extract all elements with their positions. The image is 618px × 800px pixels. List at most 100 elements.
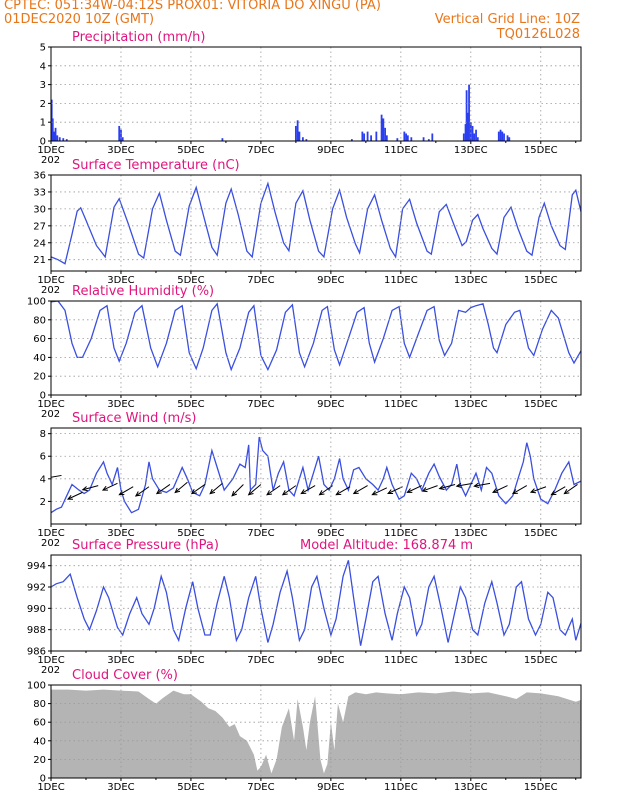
x-tick-label: 11DEC — [384, 782, 418, 793]
panel-title: Relative Humidity (%) — [72, 284, 214, 299]
x-tick-label: 15DEC — [524, 782, 558, 793]
wind-vector — [319, 485, 333, 496]
precip-bar — [406, 135, 409, 141]
panel-frame — [50, 684, 582, 779]
x-tick-label: 1DEC — [37, 655, 64, 666]
y-tick-label: 20 — [33, 372, 46, 383]
wind-vector — [492, 485, 508, 493]
precip-bar — [380, 114, 383, 141]
wind-vector — [372, 487, 388, 496]
x-tick-label: 13DEC — [454, 782, 488, 793]
x-tick-label: 3DEC — [107, 782, 134, 793]
wind-vector-head — [335, 490, 342, 496]
wind-vector-head — [266, 490, 273, 496]
series-line — [51, 560, 581, 646]
x-tick-label: 7DEC — [247, 782, 274, 793]
x-tick-label: 7DEC — [247, 528, 274, 539]
x-tick-label: 15DEC — [524, 655, 558, 666]
x-tick-label: 15DEC — [524, 275, 558, 286]
x-tick-label: 11DEC — [384, 275, 418, 286]
wind-vector-head — [406, 488, 413, 493]
precip-bar — [301, 137, 304, 141]
wind-vector-head — [209, 488, 216, 495]
precip-bar — [54, 127, 57, 141]
wind-vector-head — [231, 490, 237, 497]
x-tick-label: 3DEC — [107, 275, 134, 286]
wind-vector — [422, 485, 438, 492]
precip-bar — [120, 129, 122, 141]
precip-bar — [476, 137, 479, 141]
wind-vector-head — [101, 485, 108, 491]
x-tick-label: 15DEC — [524, 528, 558, 539]
panel-1: 0 1 2 3 4 5 1DEC 3DEC 5DEC 7DEC 9DEC 11DEC 13DEC 15DE… — [37, 30, 582, 166]
x-tick-label: 9DEC — [317, 782, 344, 793]
wind-vector-head — [66, 494, 73, 500]
panel-3: 0 20 40 60 80 100 1DEC 3DEC 5DEC 7DEC 9DEC 11DEC 13D… — [27, 284, 582, 420]
y-tick-label: 36 — [33, 171, 46, 182]
wind-vector-head — [134, 491, 141, 497]
wind-vector-head — [529, 488, 537, 494]
y-tick-label: 8 — [40, 429, 46, 440]
y-tick-label: 30 — [33, 204, 46, 215]
panel-5: 986 988 990 992 994 1DEC 3DEC 5DEC 7DEC 9DEC 11DEC… — [27, 538, 582, 676]
precip-bar — [464, 124, 467, 141]
panel-frame — [50, 46, 582, 142]
wind-vector-head — [455, 482, 462, 488]
x-tick-label: 5DEC — [177, 399, 204, 410]
precip-bar — [298, 131, 301, 141]
precip-bar — [506, 135, 509, 141]
precip-bar — [467, 112, 469, 141]
wind-vector — [82, 485, 99, 491]
y-tick-label: 24 — [33, 238, 46, 249]
wind-vector — [551, 486, 566, 496]
x-year-label: 202 — [41, 665, 60, 676]
precip-bar — [294, 125, 297, 141]
wind-vector-head — [247, 489, 254, 496]
x-tick-label: 3DEC — [107, 145, 134, 156]
wind-vector-head — [190, 489, 197, 495]
wind-vector — [512, 485, 528, 495]
x-tick-label: 15DEC — [524, 145, 558, 156]
x-tick-label: 1DEC — [37, 782, 64, 793]
wind-vector — [266, 485, 281, 496]
wind-vector-head — [550, 490, 557, 496]
y-tick-label: 0 — [40, 391, 46, 402]
precip-bar — [65, 139, 68, 141]
y-tick-label: 986 — [27, 647, 46, 658]
wind-vector-head — [281, 490, 288, 496]
panel-2: 21 24 27 30 33 36 1DEC 3DEC 5DEC 7DEC 9DEC 11DEC 13D… — [33, 158, 582, 296]
panel-frame — [50, 174, 582, 272]
wind-vector — [336, 486, 351, 496]
x-tick-label: 5DEC — [177, 782, 204, 793]
precip-bar — [462, 133, 465, 141]
precip-bar — [370, 135, 372, 141]
x-tick-label: 9DEC — [317, 655, 344, 666]
y-tick-label: 990 — [27, 604, 46, 615]
y-tick-label: 20 — [33, 755, 46, 766]
header-grid-note: Vertical Grid Line: 10Z — [434, 12, 580, 27]
x-year-label: 202 — [41, 285, 60, 296]
precip-bar — [384, 127, 386, 141]
x-tick-label: 11DEC — [384, 655, 418, 666]
y-tick-label: 994 — [27, 561, 46, 572]
x-tick-label: 13DEC — [454, 145, 488, 156]
wind-vector — [119, 486, 134, 496]
x-tick-label: 1DEC — [37, 528, 64, 539]
x-tick-label: 9DEC — [317, 399, 344, 410]
plot-area — [51, 84, 511, 141]
series-line — [51, 181, 581, 265]
x-tick-label: 5DEC — [177, 528, 204, 539]
wind-vector-head — [491, 488, 499, 493]
panel-frame — [50, 427, 582, 525]
precip-bar — [361, 131, 364, 141]
x-tick-label: 5DEC — [177, 655, 204, 666]
x-year-label: 202 — [41, 155, 60, 166]
precip-bar — [53, 131, 56, 141]
wind-vector-head — [473, 482, 480, 488]
precip-bar — [51, 118, 54, 141]
y-tick-label: 4 — [40, 474, 46, 485]
plot-area — [51, 689, 581, 778]
wind-vector — [456, 482, 473, 487]
precip-bar — [497, 131, 500, 141]
